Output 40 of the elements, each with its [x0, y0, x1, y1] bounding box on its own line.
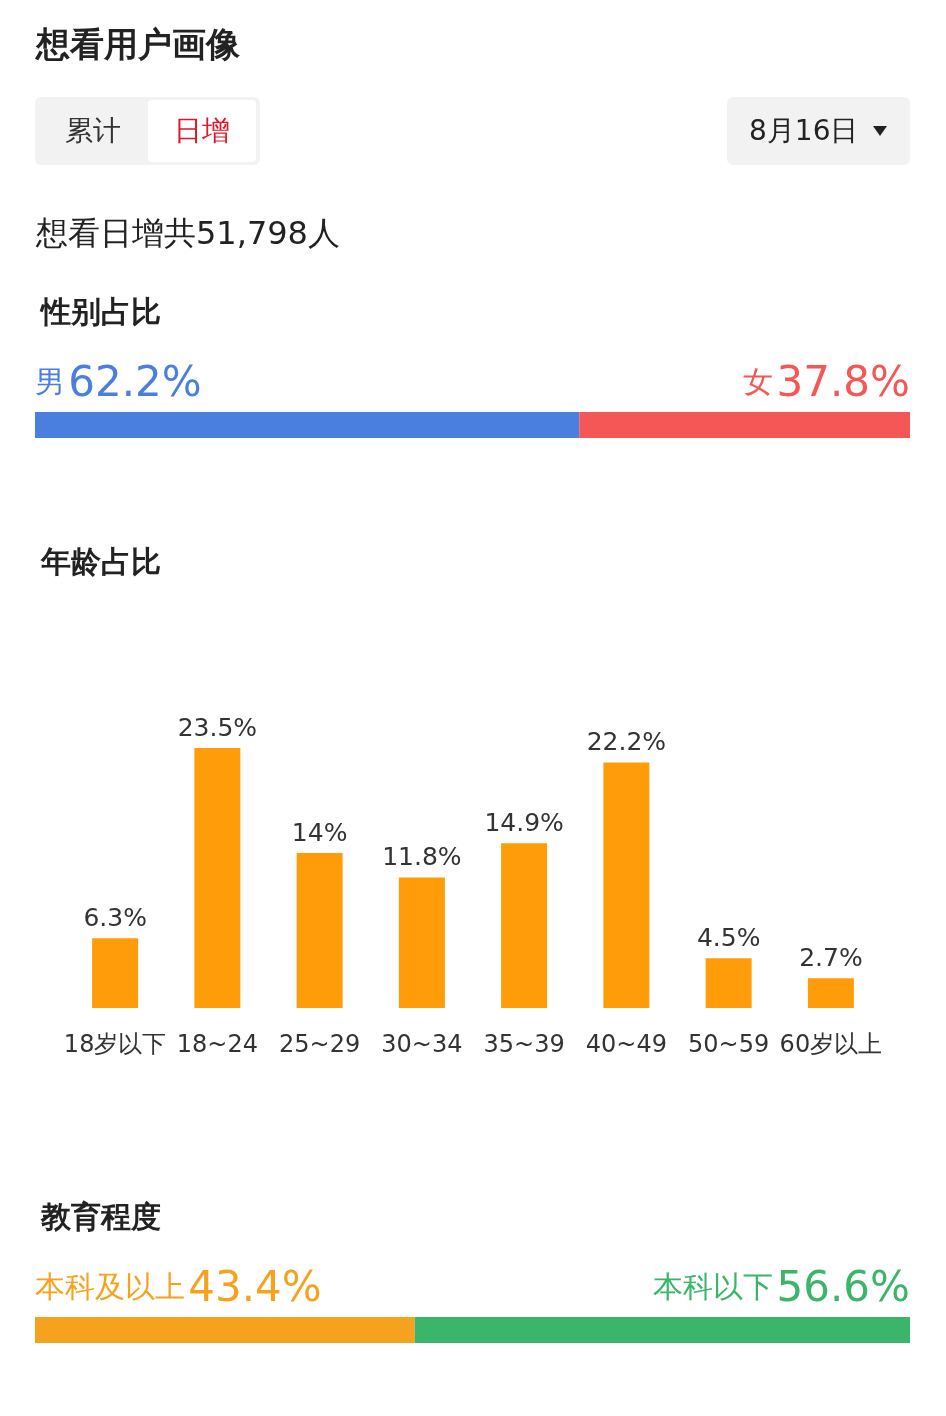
bar: [807, 978, 854, 1008]
data-label: 6.3%: [83, 903, 147, 933]
data-label: 4.5%: [696, 923, 761, 953]
bar: [603, 762, 650, 1008]
series-label: 女: [743, 363, 774, 399]
text: 8月16日: [749, 113, 859, 149]
x-tick-label: 25~29: [279, 1030, 361, 1058]
text: 累计: [63, 113, 122, 149]
bar: [194, 748, 241, 1008]
bar: [296, 853, 343, 1008]
text: 日增: [148, 100, 256, 162]
x-tick-label: 40~49: [585, 1030, 667, 1058]
x-tick-label: 30~34: [381, 1030, 463, 1058]
data-label: 2.7%: [799, 943, 863, 973]
x-tick-label: 60岁以上: [779, 1030, 883, 1058]
x-tick-label: 35~39: [483, 1030, 565, 1058]
text: 想看用户画像: [36, 23, 240, 66]
data-label: 23.5%: [177, 713, 258, 742]
data-label: 14.9%: [484, 808, 564, 838]
data-label: 62.2%: [68, 356, 202, 406]
data-label: 14%: [291, 818, 348, 848]
bar: [398, 877, 445, 1008]
chart-title: 年龄占比: [40, 543, 161, 579]
bar: [501, 843, 548, 1008]
chart-title: 性别占比: [39, 293, 161, 329]
x-tick-label: 50~59: [688, 1030, 770, 1058]
chart-title: 教育程度: [40, 1198, 161, 1234]
data-label: 56.6%: [776, 1261, 910, 1311]
x-tick-label: 18岁以下: [63, 1030, 167, 1058]
data-label: 43.4%: [188, 1261, 322, 1311]
text: 想看日增共51,798人: [36, 213, 340, 254]
data-label: 37.8%: [776, 356, 910, 406]
x-tick-label: 18~24: [176, 1030, 258, 1058]
bar: [92, 938, 139, 1008]
series-label: 本科及以上: [35, 1268, 185, 1304]
data-label: 22.2%: [586, 727, 667, 757]
data-label: 11.8%: [382, 842, 462, 872]
series-label: 本科以下: [653, 1268, 774, 1304]
series-label: 男: [35, 363, 65, 399]
bar: [705, 958, 752, 1008]
